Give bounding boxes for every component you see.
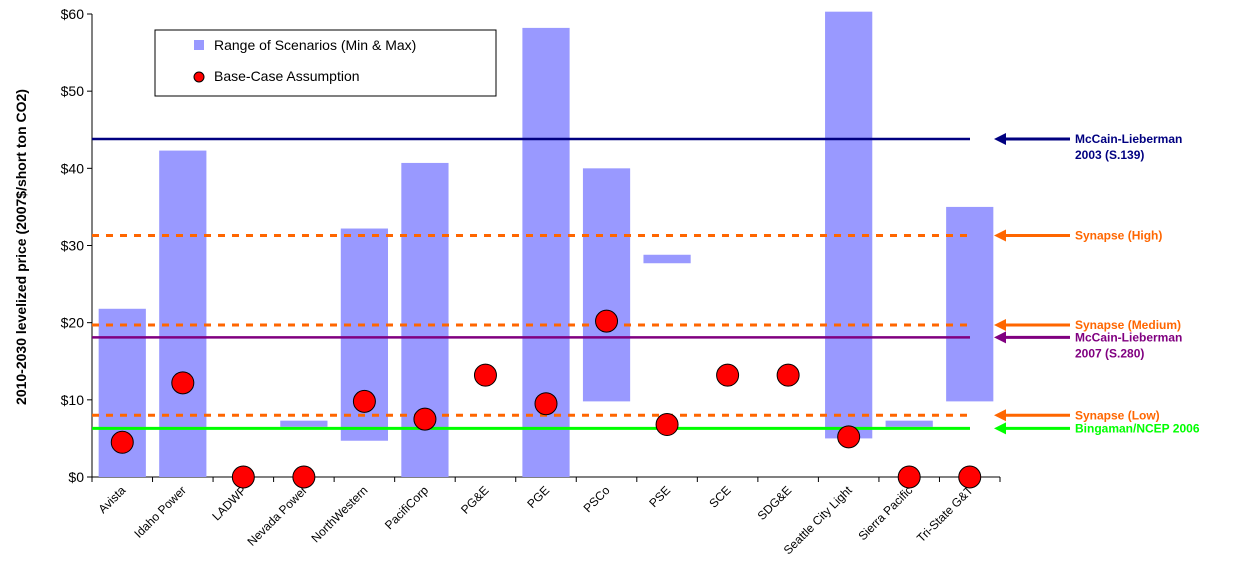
reference-label: Synapse (High) [1075, 228, 1162, 242]
range-bar [280, 420, 328, 427]
base-case-point [837, 425, 861, 449]
reference-label: McCain-Lieberman [1075, 330, 1182, 344]
x-tick-label: PGE [524, 483, 552, 511]
legend-base-case-swatch [193, 71, 205, 83]
y-tick-label: $50 [61, 83, 85, 99]
x-tick-label: Idaho Power [131, 483, 189, 541]
y-axis-label: 2010-2030 levelized price (2007$/short t… [13, 89, 29, 405]
base-case-point [352, 389, 376, 413]
base-case-point [655, 413, 679, 437]
x-tick-label: Nevada Power [244, 483, 310, 549]
x-tick-label: NorthWestern [308, 483, 370, 545]
x-tick-label: PG&E [458, 483, 491, 516]
reference-label: McCain-Lieberman [1075, 132, 1182, 146]
legend-base-case-label: Base-Case Assumption [214, 68, 360, 84]
y-tick-label: $60 [61, 6, 85, 22]
base-case-point [958, 465, 982, 489]
range-bar [946, 206, 994, 402]
range-bar [885, 420, 933, 427]
base-case-point [171, 371, 195, 395]
reference-label: Synapse (Medium) [1075, 318, 1181, 332]
reference-label: 2003 (S.139) [1075, 148, 1144, 162]
reference-arrow-head [994, 133, 1006, 146]
legend-box [154, 29, 497, 97]
reference-arrow-head [994, 409, 1006, 422]
reference-arrow-head [994, 422, 1006, 435]
base-case-point [534, 392, 558, 416]
reference-label: Bingaman/NCEP 2006 [1075, 421, 1200, 435]
x-tick-label: SDG&E [755, 483, 795, 523]
base-case-point [776, 363, 800, 387]
base-case-point [231, 465, 255, 489]
base-case-points [110, 309, 982, 489]
base-case-point [595, 309, 619, 333]
x-tick-label: PSCo [581, 483, 613, 515]
range-bar [159, 150, 207, 477]
legend-range-label: Range of Scenarios (Min & Max) [214, 37, 416, 53]
y-tick-label: $40 [61, 160, 85, 176]
range-bar [643, 254, 691, 264]
base-case-point [292, 465, 316, 489]
x-tick-label: Tri-State G&T [914, 483, 976, 545]
legend: Range of Scenarios (Min & Max) Base-Case… [154, 29, 497, 97]
reference-label: 2007 (S.280) [1075, 346, 1144, 360]
x-tick-label: Sierra Pacific [855, 483, 915, 543]
range-bar [825, 11, 873, 439]
x-tick-label: Avista [96, 483, 129, 516]
base-case-point [110, 430, 134, 454]
reference-annotations: McCain-Lieberman 2003 (S.139) Synapse (Hig… [994, 132, 1200, 435]
y-tick-label: $10 [61, 392, 85, 408]
x-tick-label: PSE [646, 483, 673, 510]
base-case-point [473, 363, 497, 387]
base-case-point [716, 363, 740, 387]
reference-arrow-head [994, 318, 1006, 331]
x-tick-label: PacifiCorp [382, 483, 431, 532]
range-bar [582, 168, 631, 402]
y-tick-label: $20 [61, 315, 85, 331]
legend-range-swatch [194, 40, 204, 50]
y-tick-label: $0 [68, 469, 84, 485]
x-tick-label: SCE [706, 483, 733, 510]
reference-arrow-head [994, 331, 1006, 344]
reference-arrow-head [994, 229, 1006, 242]
x-tick-label: LADWP [209, 483, 249, 523]
y-tick-label: $30 [61, 238, 85, 254]
reference-lines [92, 137, 970, 430]
reference-label: Synapse (Low) [1075, 408, 1160, 422]
base-case-point [413, 407, 437, 431]
base-case-point [897, 465, 921, 489]
